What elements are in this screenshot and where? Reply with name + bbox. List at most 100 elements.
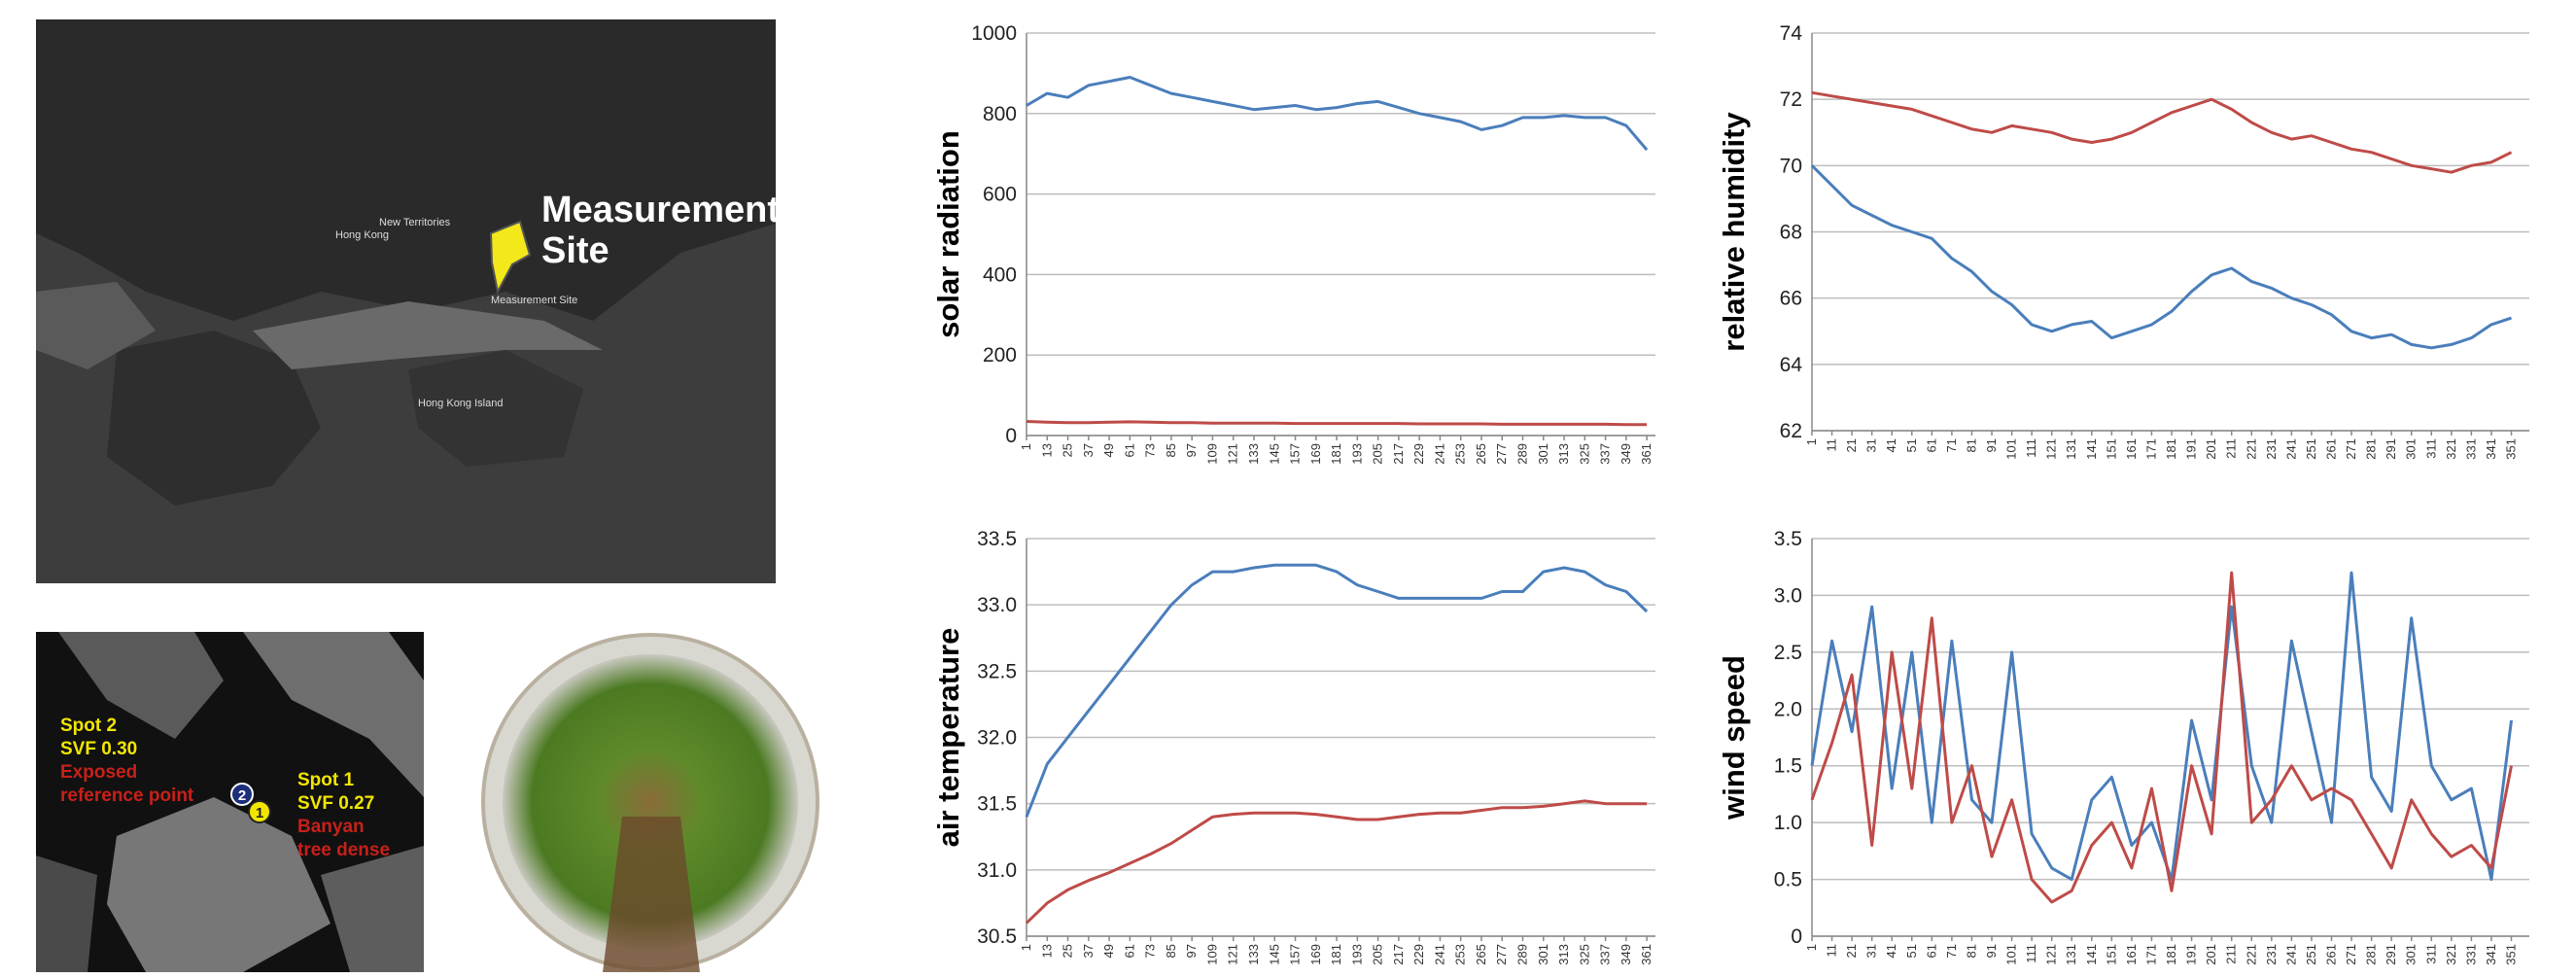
x-tick-label: 13 xyxy=(1039,944,1054,958)
x-tick-label: 241 xyxy=(2283,944,2298,965)
y-tick-label: 33.0 xyxy=(977,594,1017,616)
x-tick-label: 111 xyxy=(2024,438,2038,458)
figure: MeasurementSite New Territories Hong Kon… xyxy=(0,0,2576,978)
x-tick-label: 281 xyxy=(2364,944,2379,965)
x-tick-label: 193 xyxy=(1349,944,1364,965)
x-tick-label: 211 xyxy=(2224,438,2239,459)
y-tick-label: 32.0 xyxy=(977,727,1017,750)
x-tick-label: 231 xyxy=(2264,944,2279,965)
x-tick-label: 71 xyxy=(1944,944,1959,958)
x-tick-label: 121 xyxy=(2044,944,2059,965)
x-tick-label: 191 xyxy=(2184,944,2199,965)
x-tick-label: 321 xyxy=(2444,438,2458,460)
x-tick-label: 325 xyxy=(1577,944,1591,965)
x-tick-label: 13 xyxy=(1039,443,1054,457)
x-tick-label: 361 xyxy=(1639,944,1654,965)
y-tick-label: 600 xyxy=(983,184,1017,206)
x-tick-label: 51 xyxy=(1904,438,1919,452)
svf-panel: Spot 2 SVF 0.30 Exposed reference point … xyxy=(36,632,424,972)
y-axis-label: air temperature xyxy=(931,628,965,848)
x-tick-label: 221 xyxy=(2244,944,2258,965)
y-tick-label: 33.5 xyxy=(977,528,1017,550)
y-tick-label: 30.5 xyxy=(977,926,1017,948)
x-tick-label: 181 xyxy=(2164,438,2178,460)
place-label: Hong Kong Island xyxy=(418,398,503,409)
y-tick-label: 0.5 xyxy=(1774,869,1802,891)
y-axis-label: wind speed xyxy=(1717,655,1751,821)
x-tick-label: 145 xyxy=(1267,944,1281,965)
y-tick-label: 62 xyxy=(1780,420,1802,442)
x-tick-label: 157 xyxy=(1288,944,1303,965)
x-tick-label: 61 xyxy=(1924,944,1938,958)
fisheye-panel xyxy=(443,632,857,972)
x-tick-label: 111 xyxy=(2024,944,2038,963)
x-tick-label: 231 xyxy=(2264,438,2279,460)
x-tick-label: 145 xyxy=(1267,443,1281,465)
x-tick-label: 211 xyxy=(2224,944,2239,964)
x-tick-label: 61 xyxy=(1122,944,1136,958)
x-tick-label: 21 xyxy=(1844,438,1859,452)
x-tick-label: 109 xyxy=(1204,443,1219,465)
x-tick-label: 161 xyxy=(2124,438,2139,460)
x-tick-label: 229 xyxy=(1411,443,1426,465)
spot-note: reference point xyxy=(60,786,194,806)
x-tick-label: 41 xyxy=(1884,944,1898,958)
x-tick-label: 261 xyxy=(2323,438,2338,460)
x-tick-label: 217 xyxy=(1391,443,1406,465)
x-tick-label: 61 xyxy=(1122,443,1136,457)
y-tick-label: 2.5 xyxy=(1774,642,1802,664)
x-tick-label: 217 xyxy=(1391,944,1406,965)
site-label-line: Measurement xyxy=(541,190,780,230)
y-tick-label: 31.5 xyxy=(977,793,1017,816)
x-tick-label: 133 xyxy=(1246,944,1261,965)
x-tick-label: 251 xyxy=(2304,438,2318,460)
x-tick-label: 1 xyxy=(1804,438,1819,445)
x-tick-label: 131 xyxy=(2064,944,2078,965)
y-tick-label: 800 xyxy=(983,103,1017,125)
y-tick-label: 0 xyxy=(1791,926,1802,948)
x-tick-label: 141 xyxy=(2084,438,2099,460)
y-tick-label: 74 xyxy=(1780,22,1803,45)
y-tick-label: 1000 xyxy=(971,22,1017,45)
series-line xyxy=(1027,801,1647,924)
place-label: Measurement Site xyxy=(491,295,577,306)
y-tick-label: 70 xyxy=(1780,155,1802,177)
x-tick-label: 349 xyxy=(1619,443,1633,465)
x-tick-label: 11 xyxy=(1825,944,1839,958)
x-tick-label: 311 xyxy=(2423,944,2438,964)
x-tick-label: 91 xyxy=(1984,944,1999,958)
x-tick-label: 301 xyxy=(2404,438,2419,460)
x-tick-label: 157 xyxy=(1288,443,1303,465)
y-tick-label: 72 xyxy=(1780,88,1802,111)
x-tick-label: 181 xyxy=(2164,944,2178,965)
x-tick-label: 301 xyxy=(2404,944,2419,965)
x-tick-label: 81 xyxy=(1964,944,1978,958)
x-tick-label: 229 xyxy=(1411,944,1426,965)
x-tick-label: 131 xyxy=(2064,438,2078,460)
x-tick-label: 337 xyxy=(1598,944,1613,965)
x-tick-label: 161 xyxy=(2124,944,2139,965)
x-tick-label: 121 xyxy=(2044,438,2059,460)
place-label: New Territories xyxy=(379,217,451,228)
x-tick-label: 313 xyxy=(1556,944,1571,965)
y-tick-label: 1.5 xyxy=(1774,755,1802,778)
y-tick-label: 66 xyxy=(1780,288,1802,310)
page: {"chart_data": [ {"type": "line", "ylabe… xyxy=(0,0,2576,978)
x-tick-label: 73 xyxy=(1143,443,1158,457)
x-tick-label: 301 xyxy=(1536,443,1550,465)
x-tick-label: 325 xyxy=(1577,443,1591,465)
y-tick-label: 3.0 xyxy=(1774,584,1802,607)
spot-label: Spot 1 xyxy=(297,770,354,790)
x-tick-label: 31 xyxy=(1864,944,1879,958)
x-tick-label: 181 xyxy=(1329,443,1343,465)
x-tick-label: 151 xyxy=(2104,438,2118,460)
y-tick-label: 3.5 xyxy=(1774,528,1802,550)
x-tick-label: 289 xyxy=(1515,944,1530,965)
x-tick-label: 1 xyxy=(1019,443,1033,450)
x-tick-label: 313 xyxy=(1556,443,1571,465)
x-tick-label: 1 xyxy=(1804,944,1819,951)
x-tick-label: 201 xyxy=(2204,438,2218,460)
x-tick-label: 337 xyxy=(1598,443,1613,465)
y-tick-label: 2.0 xyxy=(1774,698,1802,720)
